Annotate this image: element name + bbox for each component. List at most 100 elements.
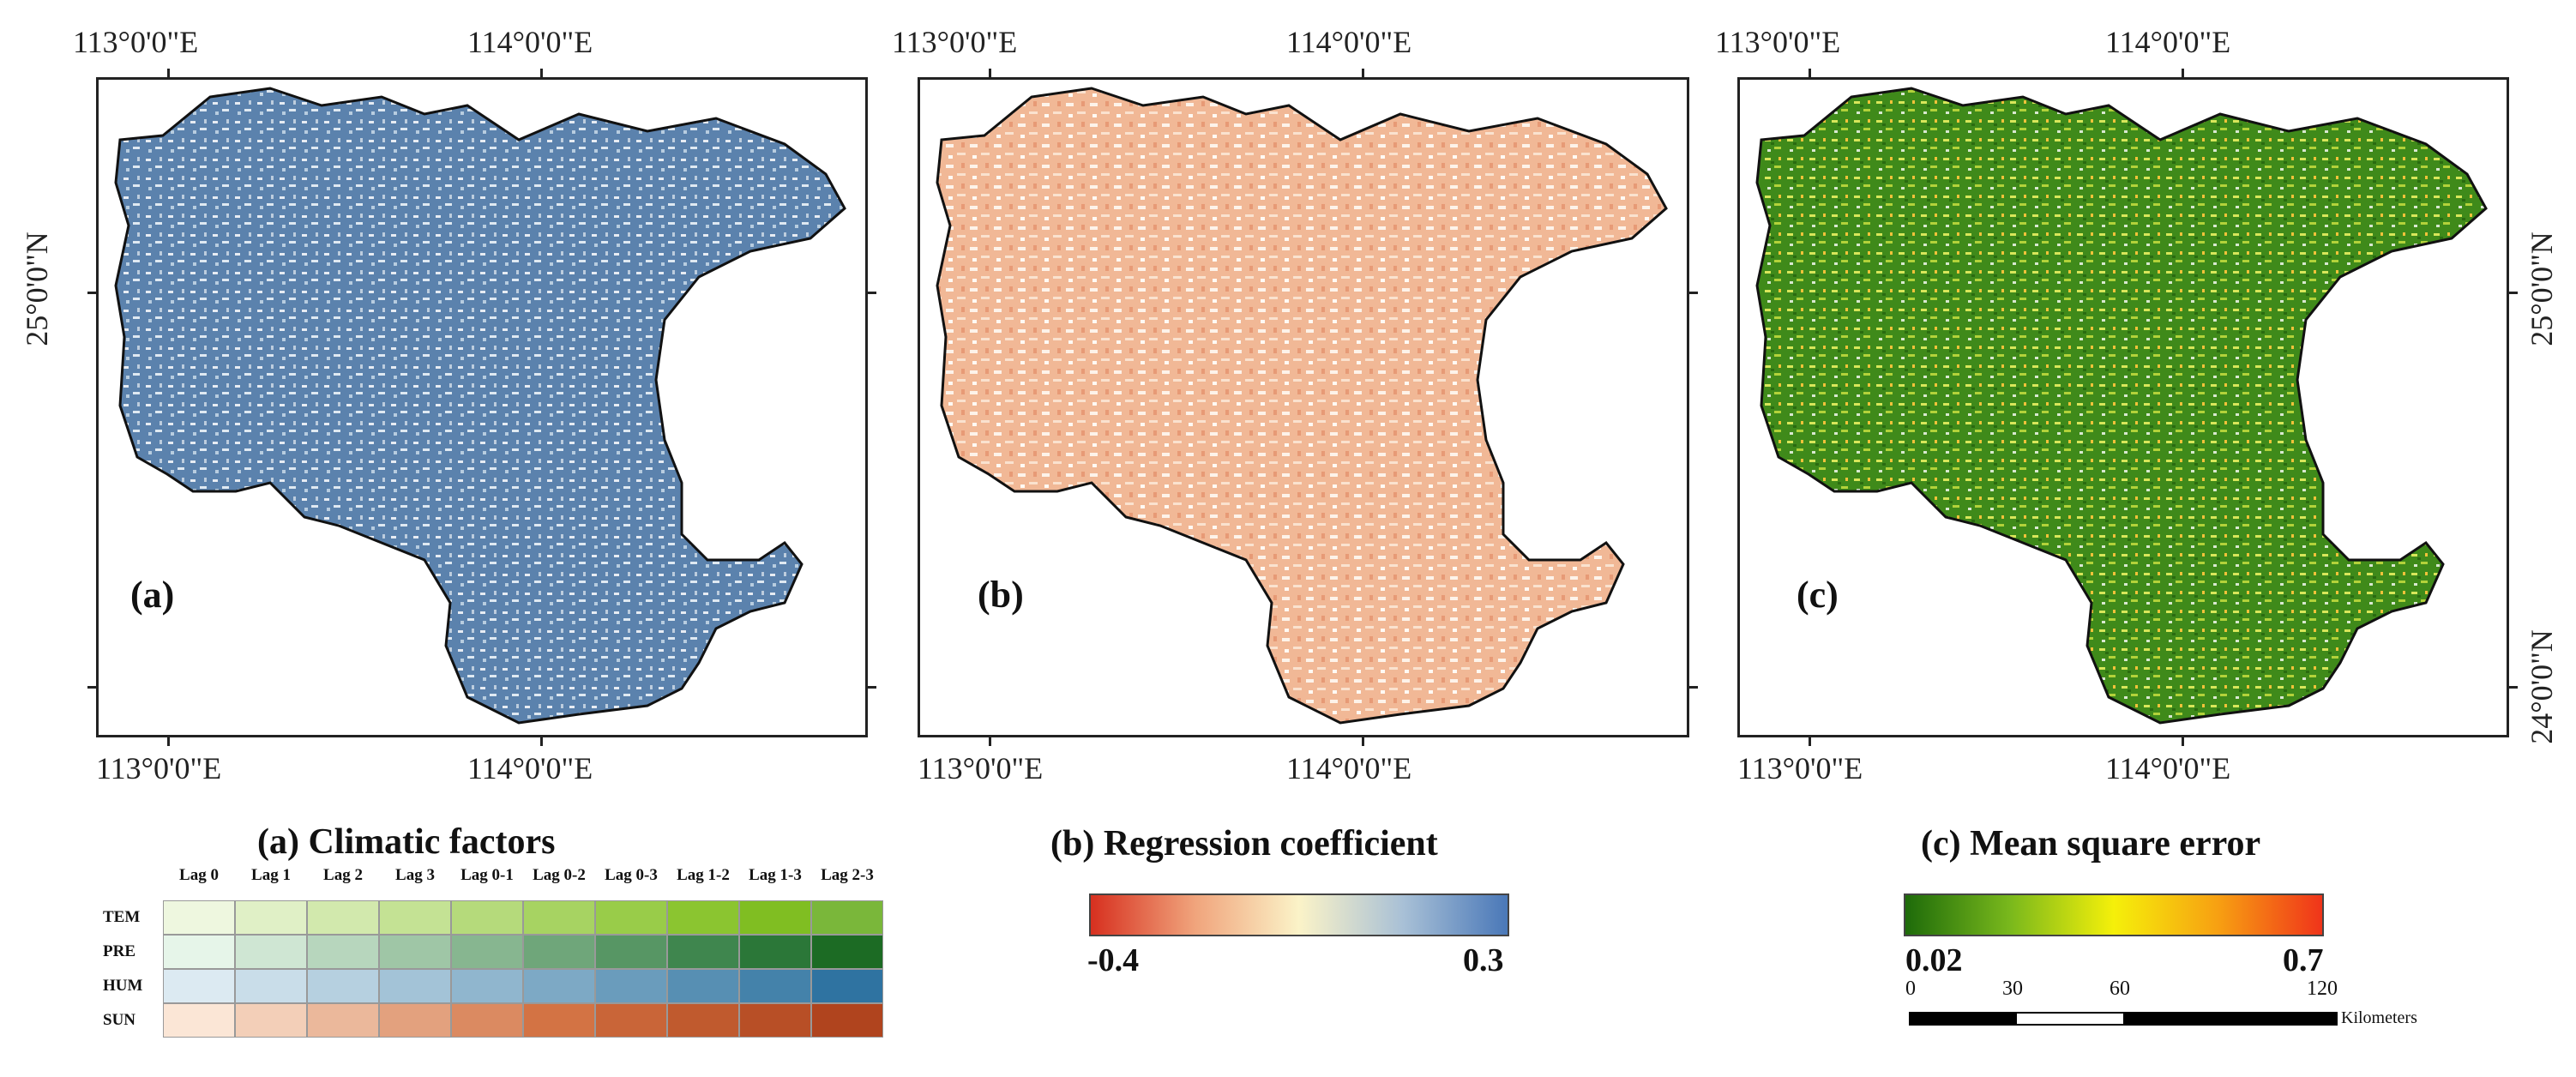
lag-cell-hum-7	[667, 969, 739, 1003]
top-lon-c-113: 113°0'0"E	[1715, 25, 1841, 59]
lag-cell-tem-4	[451, 900, 523, 935]
lag-cell-hum-5	[523, 969, 595, 1003]
lag-header-8: Lag 1-3	[749, 866, 802, 884]
lag-cell-sun-3	[379, 1003, 451, 1038]
lag-row-label-tem: TEM	[103, 908, 141, 926]
tick-c-right-25	[2509, 292, 2518, 294]
lag-cell-tem-1	[235, 900, 307, 935]
lag-cell-sun-5	[523, 1003, 595, 1038]
top-lon-b-114: 114°0'0"E	[1286, 25, 1412, 59]
region-outline-c	[1755, 87, 2488, 725]
tick-b-top-113	[989, 69, 991, 77]
lag-cell-tem-8	[739, 900, 811, 935]
panel-label-c: (c)	[1797, 574, 1839, 616]
lag-cell-pre-1	[235, 935, 307, 969]
lag-cell-tem-6	[595, 900, 667, 935]
bottom-lon-c-114: 114°0'0"E	[2105, 751, 2231, 785]
bottom-lon-c-113: 113°0'0"E	[1737, 751, 1863, 785]
lag-cell-pre-8	[739, 935, 811, 969]
tick-c-right-24	[2509, 686, 2518, 689]
lag-cell-hum-2	[307, 969, 379, 1003]
lag-header-3: Lag 3	[395, 866, 435, 884]
lag-header-7: Lag 1-2	[677, 866, 730, 884]
colorbar-b-max-label: 0.3	[1463, 942, 1504, 978]
colorbar-mean-square-error	[1904, 893, 2324, 936]
top-lon-b-113: 113°0'0"E	[892, 25, 1018, 59]
panel-title-a: (a) Climatic factors	[257, 822, 556, 862]
scalebar-label-0: 0	[1905, 978, 1916, 1000]
tick-b-right-25	[1689, 292, 1698, 294]
tick-b-bot-113	[989, 737, 991, 746]
top-lon-a-113: 113°0'0"E	[73, 25, 199, 59]
bottom-lon-b-114: 114°0'0"E	[1286, 751, 1412, 785]
tick-a-right-25	[868, 292, 876, 294]
scalebar-label-120: 120	[2307, 978, 2338, 1000]
panel-label-b: (b)	[978, 574, 1024, 616]
lag-cell-hum-9	[811, 969, 883, 1003]
lag-cell-sun-2	[307, 1003, 379, 1038]
lag-header-5: Lag 0-2	[533, 866, 586, 884]
scalebar-label-60: 60	[2110, 978, 2130, 1000]
lag-cell-sun-4	[451, 1003, 523, 1038]
lag-header-9: Lag 2-3	[821, 866, 874, 884]
region-outline-a	[114, 87, 846, 725]
lag-header-1: Lag 1	[251, 866, 291, 884]
lag-cell-hum-8	[739, 969, 811, 1003]
tick-c-bot-113	[1809, 737, 1811, 746]
lag-row-label-hum: HUM	[103, 977, 143, 995]
top-lon-a-114: 114°0'0"E	[467, 25, 593, 59]
tick-a-right-24	[868, 686, 876, 689]
lag-cell-sun-1	[235, 1003, 307, 1038]
tick-a-top-113	[167, 69, 170, 77]
scalebar-label-30: 30	[2002, 978, 2023, 1000]
lag-cell-sun-6	[595, 1003, 667, 1038]
lag-cell-pre-0	[163, 935, 235, 969]
lag-cell-hum-4	[451, 969, 523, 1003]
region-outline-b	[936, 87, 1668, 725]
lag-cell-pre-9	[811, 935, 883, 969]
region-map-a	[114, 87, 846, 725]
tick-c-bot-114	[2182, 737, 2184, 746]
right-lat-c-24: 24°0'0"N	[2525, 629, 2559, 744]
tick-b-right-24	[1689, 686, 1698, 689]
lag-cell-pre-6	[595, 935, 667, 969]
left-lat-a-25: 25°0'0"N	[20, 232, 54, 346]
colorbar-c-min-label: 0.02	[1905, 942, 1963, 978]
lag-cell-tem-7	[667, 900, 739, 935]
tick-a-bot-114	[540, 737, 543, 746]
tick-a-top-114	[540, 69, 543, 77]
lag-row-label-sun: SUN	[103, 1011, 136, 1029]
lag-header-4: Lag 0-1	[460, 866, 514, 884]
lag-cell-sun-7	[667, 1003, 739, 1038]
bottom-lon-b-113: 113°0'0"E	[918, 751, 1044, 785]
scale-seg-1	[1911, 1014, 2017, 1024]
lag-cell-tem-0	[163, 900, 235, 935]
tick-a-left-24	[87, 686, 96, 689]
tick-a-bot-113	[167, 737, 170, 746]
colorbar-regression-coefficient	[1089, 893, 1509, 936]
colorbar-b-min-label: -0.4	[1087, 942, 1140, 978]
panel-label-a: (a)	[130, 574, 175, 616]
lag-cell-pre-4	[451, 935, 523, 969]
lag-cell-hum-1	[235, 969, 307, 1003]
lag-cell-pre-7	[667, 935, 739, 969]
lag-cell-hum-3	[379, 969, 451, 1003]
lag-cell-tem-3	[379, 900, 451, 935]
lag-cell-tem-9	[811, 900, 883, 935]
map-panel-b	[918, 77, 1689, 737]
right-lat-c-25: 25°0'0"N	[2525, 232, 2559, 346]
scalebar-unit: Kilometers	[2341, 1008, 2417, 1027]
map-panel-c	[1737, 77, 2509, 737]
lag-cell-hum-0	[163, 969, 235, 1003]
lag-cell-pre-5	[523, 935, 595, 969]
tick-a-left-25	[87, 292, 96, 294]
bottom-lon-a-114: 114°0'0"E	[467, 751, 593, 785]
lag-header-0: Lag 0	[179, 866, 219, 884]
map-panel-a	[96, 77, 868, 737]
region-map-b	[936, 87, 1668, 725]
lag-cell-tem-5	[523, 900, 595, 935]
tick-c-top-113	[1809, 69, 1811, 77]
region-map-c	[1755, 87, 2488, 725]
tick-b-top-114	[1362, 69, 1364, 77]
lag-cell-sun-8	[739, 1003, 811, 1038]
